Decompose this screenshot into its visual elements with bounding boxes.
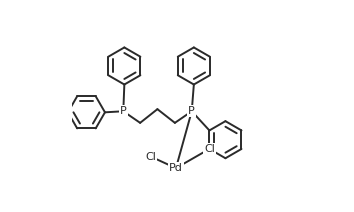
Text: Pd: Pd: [169, 163, 183, 173]
Text: P: P: [188, 106, 195, 116]
Text: Cl: Cl: [204, 144, 215, 154]
Text: Cl: Cl: [145, 152, 156, 162]
Text: P: P: [120, 106, 127, 116]
